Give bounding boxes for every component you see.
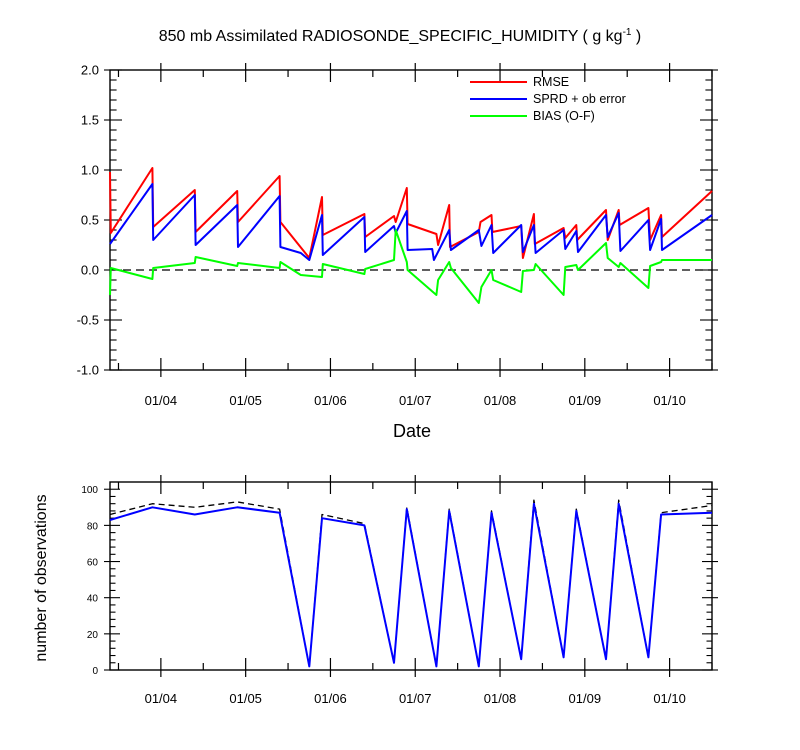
x-tick-label: 01/04 [145,393,178,408]
y-tick-label: 2.0 [81,63,99,78]
legend-sprd-label: SPRD + ob error [533,92,626,106]
nobs-possible-line [109,499,713,668]
x-tick-label: 01/09 [569,691,602,706]
x-tick-label: 01/05 [229,691,262,706]
bottom-y-axis-label: number of observations [33,494,50,661]
plot-frame [109,481,713,671]
x-tick-label: 01/09 [569,393,602,408]
bottom-chart: 01/04 01/05 01/06 01/07 01/08 01/09 01/10 0 20 40… [81,475,718,706]
y-tick-label: 1.0 [81,163,99,178]
x-tick-label: 01/04 [145,691,178,706]
bias-line [109,229,712,304]
y-tick-label: 0 [92,666,98,677]
y-tick-label: 0.0 [81,263,99,278]
y-tick-label: 100 [81,485,98,496]
nobs-used-line [109,502,713,668]
x-tick-label: 01/10 [653,393,686,408]
top-chart: 01/04 01/05 01/06 01/07 01/08 01/09 01/10 2.0 1.… [77,63,718,408]
x-tick-label: 01/08 [484,393,517,408]
x-tick-label: 01/06 [314,691,347,706]
y-tick-label: 0.5 [81,213,99,228]
x-tick-label: 01/10 [653,691,686,706]
y-tick-label: 20 [87,630,99,641]
y-tick-label: 80 [87,521,99,532]
y-tick-label: 1.5 [81,113,99,128]
y-tick-label: 40 [87,594,99,605]
chart-title: 850 mb Assimilated RADIOSONDE_SPECIFIC_H… [159,27,642,45]
sprd-line [109,183,713,261]
x-tick-label: 01/07 [399,691,432,706]
x-tick-label: 01/05 [229,393,262,408]
x-tick-label: 01/06 [314,393,347,408]
legend-bias-label: BIAS (O-F) [533,109,595,123]
x-tick-label: 01/07 [399,393,432,408]
y-tick-label: 60 [87,558,99,569]
legend-rmse-label: RMSE [533,75,569,89]
plot-frame [109,69,713,371]
top-x-axis-label: Date [393,421,431,441]
rmse-line [109,167,713,259]
y-tick-label: -1.0 [77,363,99,378]
y-tick-label: -0.5 [77,313,99,328]
x-tick-label: 01/08 [484,691,517,706]
